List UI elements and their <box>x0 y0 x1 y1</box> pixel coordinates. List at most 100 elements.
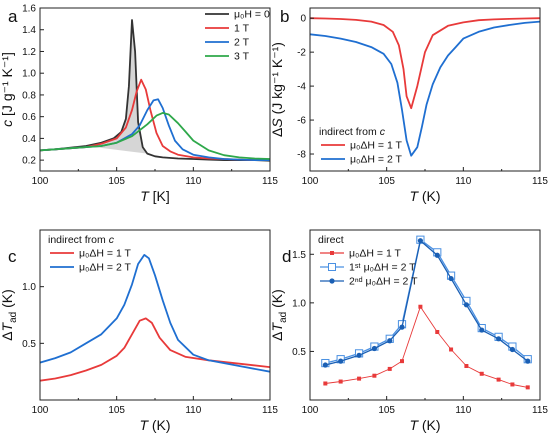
series-line-b-0 <box>310 17 540 110</box>
y-tick-label: 1.0 <box>22 282 36 293</box>
y-tick-label: 0.6 <box>22 112 36 123</box>
data-point-d-0-8 <box>449 347 454 352</box>
legend-marker <box>330 251 334 255</box>
series-line-c-0 <box>40 317 270 382</box>
legend-d: direct μ₀ΔH = 1 T 1ˢᵗ μ₀ΔH = 2 T 2ⁿᵈ μ₀ΔH =… <box>318 234 418 288</box>
legend-title: direct <box>318 234 344 246</box>
series-line-b-1 <box>310 20 540 157</box>
data-point-d-0-12 <box>510 382 515 387</box>
data-point-d-2-6 <box>417 238 423 244</box>
x-tick-label: 110 <box>185 176 201 187</box>
y-tick-label: 0.2 <box>22 156 36 167</box>
panel-c: c 100 105 110 115 0.5 1.0 T (K) ΔTad (K) indirect… <box>0 229 278 433</box>
data-point-d-2-2 <box>356 352 362 358</box>
data-point-d-0-3 <box>372 373 377 378</box>
y-axis-label-a: c [J g⁻¹ K⁻¹] <box>0 52 15 127</box>
legend-marker <box>328 263 336 271</box>
plot-frame-d <box>309 229 541 401</box>
legend-label: μ₀ΔH = 2 T <box>79 262 132 274</box>
data-point-d-2-0 <box>322 362 328 368</box>
x-tick-label: 105 <box>378 405 395 416</box>
panel-letter-b: b <box>280 7 289 26</box>
x-tick-label: 105 <box>108 176 125 187</box>
legend-label: 1 T <box>234 23 250 35</box>
panel-a: a 100 105 110 115 0.2 0.4 0.6 0.8 1.0 1.2 1.4 1.6 T [… <box>0 4 278 205</box>
y-tick-label: -4 <box>297 82 306 93</box>
x-axis-label-b: T (K) <box>409 188 440 204</box>
y-tick-label: 0.5 <box>22 339 36 350</box>
shaded-area <box>86 20 148 154</box>
x-tick-label: 110 <box>185 405 201 416</box>
data-point-d-0-13 <box>525 385 530 390</box>
x-tick-label: 100 <box>302 176 319 187</box>
legend-label: μ₀ΔH = 1 T <box>349 248 402 260</box>
legend-label: μ₀ΔH = 2 T <box>350 154 403 166</box>
panel-letter-d: d <box>282 247 291 266</box>
data-point-d-2-11 <box>496 336 502 342</box>
legend-label: 2ⁿᵈ μ₀ΔH = 2 T <box>349 276 418 288</box>
data-point-d-2-7 <box>434 252 440 258</box>
panel-d: d 100 105 110 115 0.5 1.0 1.5 T (K) ΔTad (K) direc… <box>269 229 548 433</box>
y-tick-label: 0 <box>300 14 306 25</box>
legend-title: indirect from c <box>48 234 115 246</box>
series-line-a-3 <box>40 112 270 160</box>
series-line-a-0 <box>40 19 270 162</box>
data-point-d-0-6 <box>418 304 423 309</box>
y-axis-label-b: ΔS (J kg⁻¹ K⁻¹) <box>269 42 285 137</box>
data-point-d-2-9 <box>463 302 469 308</box>
x-tick-label: 110 <box>455 176 471 187</box>
data-point-d-2-3 <box>371 345 377 352</box>
x-axis-label-a: T [K] <box>140 188 170 204</box>
x-tick-label: 115 <box>532 176 548 187</box>
data-point-d-2-12 <box>509 346 515 353</box>
legend-b: indirect from c μ₀ΔH = 1 T μ₀ΔH = 2 T <box>319 126 403 166</box>
y-tick-label: 1.6 <box>22 4 36 15</box>
x-tick-label: 105 <box>378 176 395 187</box>
x-axis-label-c: T (K) <box>139 417 170 433</box>
x-tick-label: 105 <box>108 405 125 416</box>
data-point-d-2-13 <box>525 358 531 364</box>
x-tick-label: 115 <box>532 405 548 416</box>
data-point-d-0-7 <box>435 330 440 334</box>
y-tick-label: 0.4 <box>22 134 36 145</box>
panel-letter-c: c <box>8 247 17 266</box>
legend-label: μ₀ΔH = 1 T <box>350 140 403 152</box>
y-tick-label: -8 <box>297 150 306 161</box>
legend-label: 1ˢᵗ μ₀ΔH = 2 T <box>349 262 416 274</box>
data-point-d-0-4 <box>387 366 392 371</box>
plot-area-b <box>310 17 540 157</box>
legend-c: indirect from c μ₀ΔH = 1 T μ₀ΔH = 2 T <box>48 234 132 274</box>
plot-frame-b <box>309 7 541 172</box>
plot-area-c <box>40 254 270 382</box>
y-tick-label: 0.5 <box>292 347 306 358</box>
data-point-d-2-4 <box>387 338 393 344</box>
data-point-d-0-2 <box>357 376 362 381</box>
legend-label: 2 T <box>234 37 250 49</box>
y-tick-label: -6 <box>297 116 306 127</box>
legend-label: μ₀H = 0 <box>234 9 270 21</box>
y-tick-label: 1.0 <box>292 298 306 309</box>
y-tick-label: 1.2 <box>22 47 36 58</box>
legend-a: μ₀H = 0 1 T 2 T 3 T <box>205 9 270 63</box>
panel-letter-a: a <box>8 7 18 26</box>
panel-b: b 100 105 110 115 -8 -6 -4 -2 0 T (K) ΔS (J kg⁻¹ K⁻… <box>269 7 548 204</box>
data-point-d-0-1 <box>338 379 343 384</box>
data-point-d-2-8 <box>448 275 454 282</box>
x-axis-label-d: T (K) <box>409 417 440 433</box>
data-point-d-0-11 <box>496 377 501 382</box>
y-tick-label: 0.8 <box>22 90 36 101</box>
y-tick-label: 1.5 <box>292 250 306 261</box>
y-tick-label: -2 <box>297 48 306 59</box>
series-line-d-2 <box>325 240 529 366</box>
x-tick-label: 115 <box>262 176 278 187</box>
legend-marker <box>329 278 335 284</box>
x-tick-label: 100 <box>32 405 49 416</box>
data-point-d-2-1 <box>338 358 344 364</box>
legend-label: μ₀ΔH = 1 T <box>79 248 132 260</box>
x-tick-label: 100 <box>32 176 49 187</box>
y-tick-label: 1.0 <box>22 69 36 80</box>
y-tick-label: 1.4 <box>22 25 36 36</box>
y-axis-label-d: ΔTad (K) <box>269 289 289 341</box>
legend-label: 3 T <box>234 51 250 63</box>
